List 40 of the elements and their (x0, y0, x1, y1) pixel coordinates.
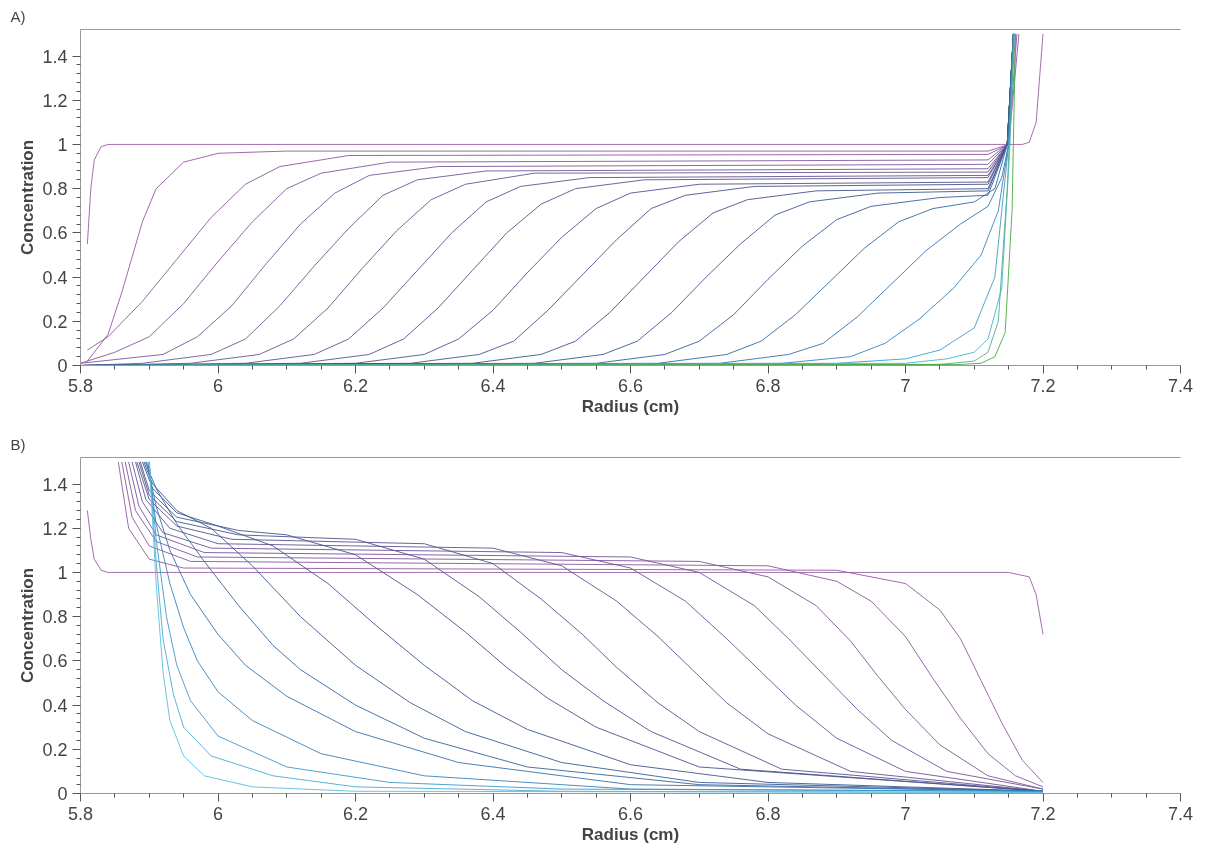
y-tick-label: 0.8 (42, 607, 68, 628)
x-tick-label: 6.6 (617, 375, 644, 396)
y-tick-label: 1.4 (42, 474, 68, 495)
x-tick-label: 6 (212, 803, 224, 824)
x-tick-label: 6.2 (342, 803, 369, 824)
x-tick-label: 6.8 (755, 803, 781, 824)
y-tick-label: 0.2 (42, 311, 68, 332)
y-tick-label: 1 (57, 562, 68, 583)
y-tick-label: 0.2 (42, 739, 68, 760)
x-axis-title: Radius (cm) (581, 396, 680, 416)
x-tick-label: 6 (212, 375, 224, 396)
x-axis-title: Radius (cm) (581, 824, 680, 844)
x-tick-label: 7 (900, 803, 911, 824)
x-tick-label: 7.2 (1030, 375, 1056, 396)
x-tick-label: 6.8 (755, 375, 781, 396)
y-tick-label: 1.2 (42, 518, 68, 539)
x-tick-label: 6.6 (617, 803, 644, 824)
x-tick-label: 6.2 (342, 375, 369, 396)
x-tick-label: 7.4 (1167, 375, 1194, 396)
chart-title: A) (10, 7, 26, 25)
x-tick-label: 5.8 (67, 803, 94, 824)
y-tick-label: 1.2 (42, 90, 68, 111)
y-tick-label: 1.4 (42, 46, 68, 67)
y-tick-label: 0.4 (42, 267, 68, 288)
y-tick-label: 0.8 (42, 179, 68, 200)
x-tick-label: 7 (900, 375, 911, 396)
y-tick-label: 0.4 (42, 695, 68, 716)
y-tick-label: 0.6 (42, 651, 68, 672)
x-tick-label: 5.8 (67, 375, 94, 396)
y-axis-title: Concentration (18, 139, 38, 256)
y-tick-label: 0.6 (42, 223, 68, 244)
x-tick-label: 6.4 (480, 803, 506, 824)
y-tick-label: 0 (57, 784, 68, 804)
x-tick-label: 7.4 (1167, 803, 1194, 824)
x-tick-label: 7.2 (1030, 803, 1056, 824)
y-axis-title: Concentration (18, 567, 38, 684)
y-tick-label: 1 (57, 134, 68, 155)
chart-title: B) (10, 435, 26, 453)
y-tick-label: 0 (57, 356, 68, 376)
x-tick-label: 6.4 (480, 375, 506, 396)
